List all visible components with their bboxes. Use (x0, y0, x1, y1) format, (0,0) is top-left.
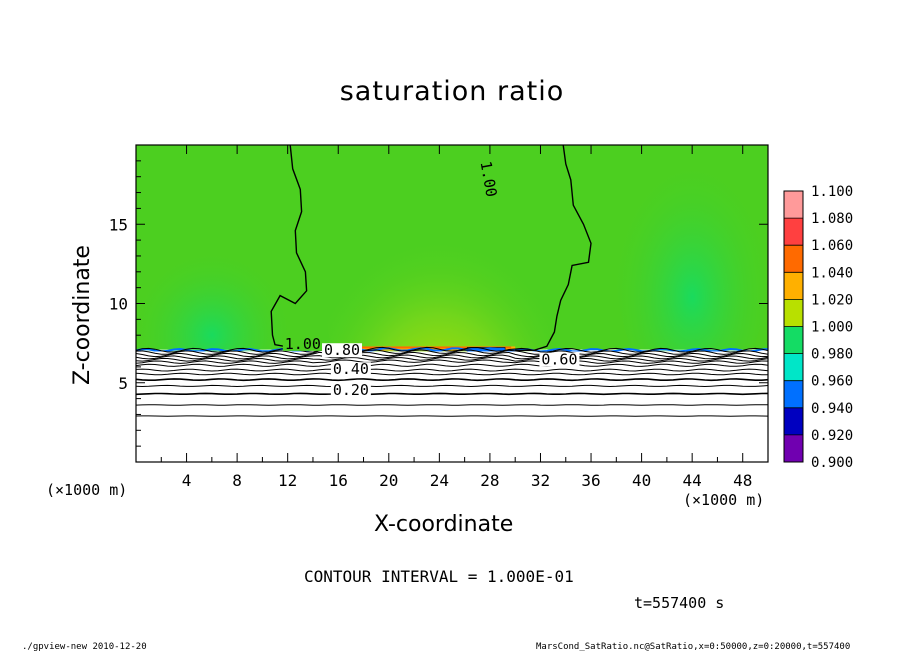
contour-line (135, 363, 769, 367)
colorbar-band (784, 218, 803, 246)
x-tick-label: 12 (278, 471, 297, 490)
x-tick-label: 16 (329, 471, 348, 490)
colorbar-band (784, 299, 803, 327)
y-tick-label: 15 (109, 215, 128, 234)
colorbar-label: 0.960 (811, 374, 853, 390)
x-unit-label-left: (×1000 m) (46, 481, 128, 499)
colorbar-band (784, 380, 803, 408)
contour-line (135, 404, 769, 406)
contour-label: 0.60 (541, 351, 577, 369)
colorbar-band (784, 326, 803, 354)
colorbar-label: 0.980 (811, 347, 853, 363)
x-tick-label: 32 (531, 471, 550, 490)
colorbar-label: 1.040 (811, 265, 853, 281)
contour-line (135, 356, 769, 362)
x-tick-label: 8 (232, 471, 242, 490)
contour-line (135, 359, 769, 364)
x-tick-label: 40 (632, 471, 651, 490)
footer-file-info: MarsCond_SatRatio.nc@SatRatio,x=0:50000,… (536, 642, 851, 652)
contour-line (135, 354, 769, 360)
x-tick-label: 44 (683, 471, 702, 490)
contour-label: 0.40 (333, 360, 369, 378)
x-tick-label: 24 (430, 471, 449, 490)
colorbar-label: 0.940 (811, 401, 853, 417)
field-lower-region-right (616, 144, 768, 399)
contour-label-backing (322, 343, 363, 358)
colorbar-label: 1.020 (811, 292, 853, 308)
colorbar-band (784, 353, 803, 381)
colorbar-band (784, 272, 803, 300)
x-tick-label: 4 (182, 471, 192, 490)
colorbar-band (784, 245, 803, 273)
contour-line (135, 349, 769, 355)
y-tick-label: 5 (118, 374, 128, 393)
x-unit-label-right: (×1000 m) (683, 491, 765, 509)
colorbar-band (784, 407, 803, 435)
contour-label-backing (539, 352, 580, 367)
chart-title: saturation ratio (339, 76, 565, 107)
contour-label-backing (330, 362, 371, 377)
footer-script-info: ./gpview-new 2010-12-20 (22, 642, 147, 652)
contour-label: 0.20 (333, 381, 369, 399)
x-tick-label: 48 (733, 471, 752, 490)
colorbar-band (784, 191, 803, 219)
contour-label-backing (282, 336, 323, 351)
contour-label: 0.80 (324, 341, 360, 359)
colorbar-label: 1.000 (811, 320, 853, 336)
y-tick-label: 10 (109, 295, 128, 314)
contour-interval-label: CONTOUR INTERVAL = 1.000E-01 (304, 567, 574, 586)
contour-line (135, 351, 769, 358)
field-subsaturated-region (136, 351, 768, 462)
x-axis-label: X-coordinate (374, 512, 514, 537)
cloud-top-boundary (135, 347, 769, 353)
colorbar-label: 1.100 (811, 184, 853, 200)
contour-line (135, 372, 769, 376)
colorbar-band (784, 434, 803, 462)
contour-label: 1.00 (285, 335, 321, 353)
x-tick-label: 36 (581, 471, 600, 490)
contour-label: 1.00 (477, 160, 501, 199)
colorbar-label: 0.900 (811, 455, 853, 471)
contour-line (135, 392, 769, 396)
contour-line-1.00-left (270, 144, 326, 350)
contour-line-1.00-right (515, 144, 592, 351)
contour-line (135, 368, 769, 372)
colorbar-label: 1.060 (811, 238, 853, 254)
contour-line (135, 378, 769, 382)
x-tick-label: 28 (480, 471, 499, 490)
contour-line (135, 384, 769, 388)
y-axis-label: Z-coordinate (70, 245, 95, 385)
colorbar-label: 0.920 (811, 428, 853, 444)
contour-line (135, 346, 769, 353)
time-label: t=557400 s (634, 594, 725, 612)
x-tick-label: 20 (379, 471, 398, 490)
colorbar-label: 1.080 (811, 211, 853, 227)
contour-label-backing (330, 382, 371, 397)
